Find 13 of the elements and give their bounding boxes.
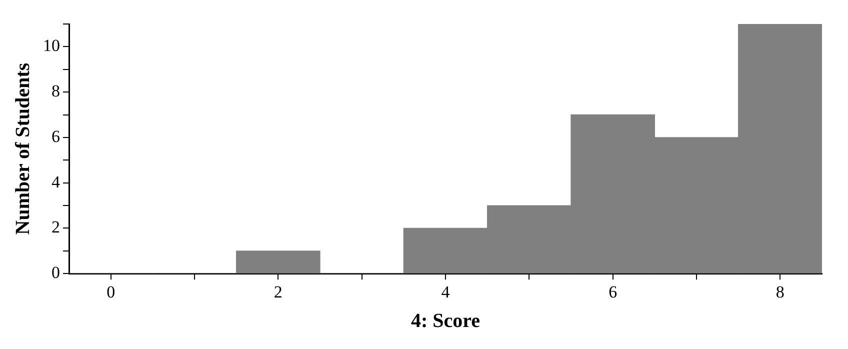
x-tick-label: 6 <box>608 282 618 302</box>
y-tick-label: 6 <box>52 126 60 146</box>
x-tick-label: 8 <box>776 282 784 302</box>
y-tick-label: 0 <box>52 263 60 282</box>
x-tick-label: 2 <box>274 282 282 302</box>
x-axis-title: 4: Score <box>410 310 480 332</box>
x-tick-label: 4 <box>441 282 450 302</box>
y-axis-title: Number of Students <box>12 62 34 235</box>
y-tick-label: 2 <box>52 218 60 237</box>
y-tick-label: 8 <box>52 82 60 101</box>
x-tick-label: 0 <box>106 282 116 302</box>
y-tick-label: 10 <box>43 36 60 56</box>
y-tick-label: 4 <box>52 172 60 192</box>
